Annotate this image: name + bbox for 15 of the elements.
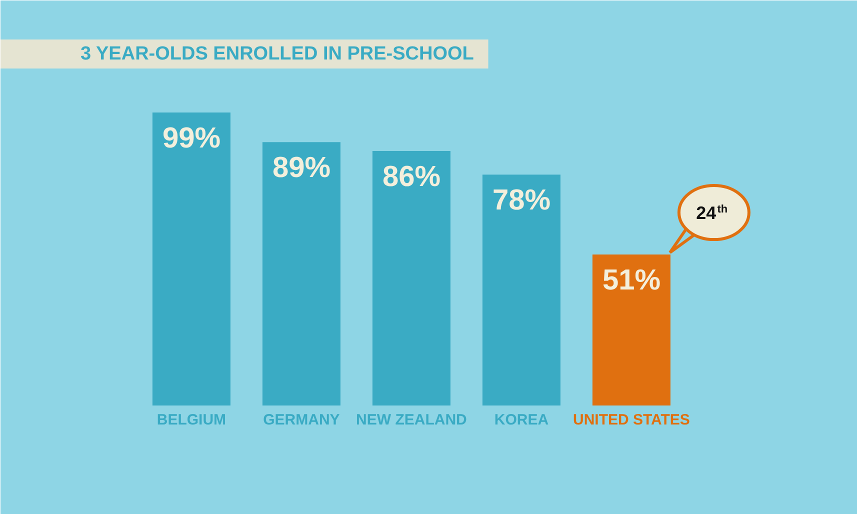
data-label: 78% — [492, 184, 551, 217]
x-tick-label: BELGIUM — [156, 412, 226, 428]
x-tick-label: NEW ZEALAND — [356, 412, 468, 428]
x-tick-label: GERMANY — [263, 412, 340, 428]
bar — [482, 174, 560, 406]
data-label: 51% — [602, 264, 661, 297]
chart-title: 3 YEAR-OLDS ENROLLED IN PRE-SCHOOL — [80, 44, 474, 64]
data-label: 86% — [382, 160, 441, 193]
bar — [262, 142, 340, 406]
data-label: 99% — [162, 122, 221, 154]
x-tick-label: KOREA — [494, 412, 549, 428]
bar — [372, 150, 450, 406]
bar — [152, 112, 230, 406]
x-tick-label: UNITED STATES — [572, 412, 690, 428]
data-label: 89% — [272, 152, 331, 184]
